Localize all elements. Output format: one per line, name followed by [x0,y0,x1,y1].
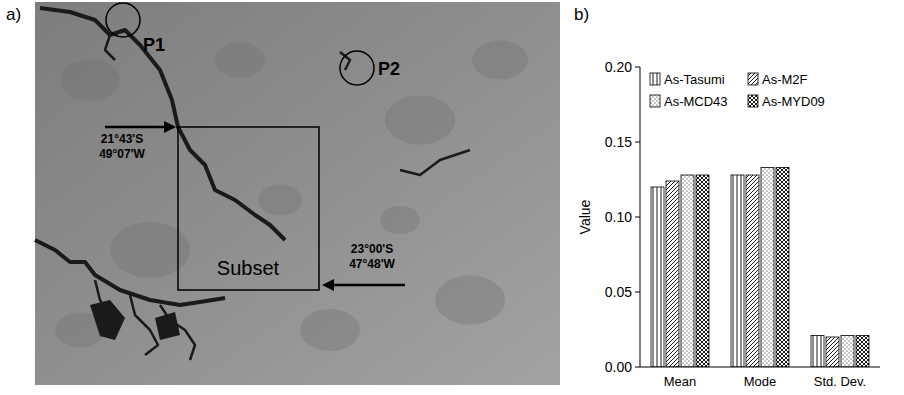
legend-label: As-MCD43 [664,94,728,109]
map-texture [215,43,265,78]
bar [746,175,759,367]
legend-swatch [748,73,758,85]
y-tick-label: 0.15 [605,134,632,150]
point-label: P1 [143,35,165,55]
y-tick-label: 0.05 [605,284,632,300]
bar [826,337,839,367]
bar [841,336,854,368]
point-label: P2 [378,59,400,79]
y-tick [635,67,640,68]
arrow-head [164,121,176,133]
map-texture [385,96,455,145]
y-tick-label: 0.00 [605,359,632,375]
legend-swatch [650,73,660,85]
y-tick [635,142,640,143]
arrow-head [322,279,334,291]
arrow [105,126,174,129]
river [40,8,285,240]
bar [681,175,694,367]
bar [651,187,664,367]
x-tick-label: Std. Dev. [814,374,867,389]
y-tick [635,217,640,218]
y-tick-label: 0.10 [605,209,632,225]
legend-swatch [650,95,660,107]
reservoir [90,300,125,340]
subset-label: Subset [217,257,280,279]
bars [651,168,869,368]
corner-label: 23°00'S [351,242,393,256]
corner-label: 49°07'W [99,147,145,161]
map-texture [472,40,528,79]
bar [776,168,789,368]
y-tick [635,367,640,368]
bar [811,336,824,368]
x-axis [640,367,880,368]
panel-label: b) [574,5,589,24]
point-circle [340,51,374,85]
map-texture [435,276,505,325]
legend-label: As-MYD09 [762,94,825,109]
legend: As-Tasumi As-M2F As-MCD43 As-MYD09 [650,72,825,109]
arrow [334,284,405,287]
bar [666,181,679,367]
bar [731,175,744,367]
y-axis-title: Value [577,199,593,234]
y-tick-label: 0.20 [605,59,632,75]
x-tick-label: Mode [744,374,777,389]
bar [696,175,709,367]
figure: a) P1 P2 Subset 21°43'S49°07'W 23°00'S47°48'W… [0,0,904,395]
corner-label: 21°43'S [101,132,143,146]
map-texture [60,59,120,101]
river [130,295,158,355]
legend-label: As-Tasumi [664,72,725,87]
map-texture [380,206,420,234]
point-circle [106,3,140,37]
legend-swatch [748,95,758,107]
bar [856,336,869,368]
panel-label: a) [6,5,21,24]
y-tick [635,292,640,293]
x-tick-label: Mean [664,374,697,389]
river [105,35,115,60]
map-texture [258,185,302,216]
corner-label: 47°48'W [349,257,395,271]
river [400,150,470,175]
map-image [35,2,560,385]
legend-label: As-M2F [762,72,808,87]
reservoir [155,312,180,340]
subset-box [178,127,319,290]
map-texture [300,309,360,351]
bar [761,168,774,368]
